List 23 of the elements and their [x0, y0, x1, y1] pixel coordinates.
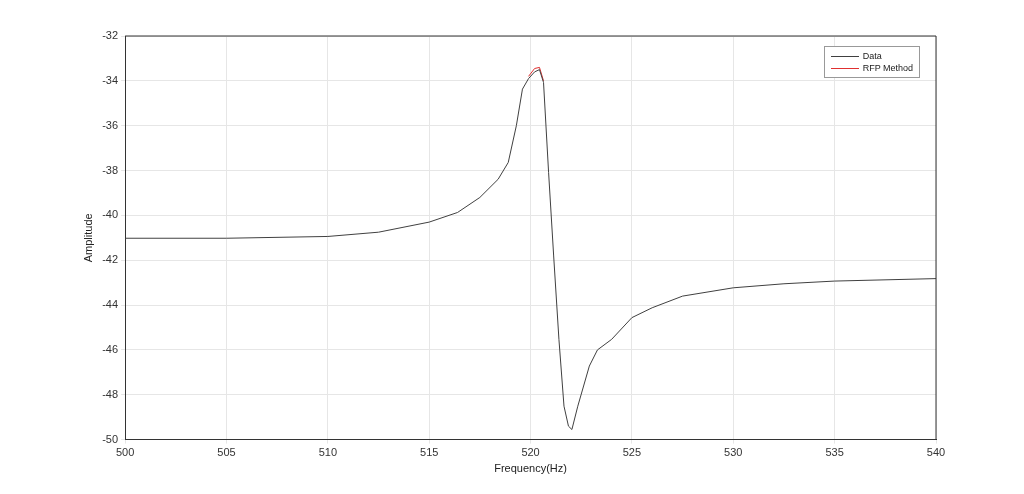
y-tick-label: -50	[102, 432, 119, 445]
y-tick-label: -36	[102, 118, 119, 131]
x-tick-label: 515	[420, 446, 439, 459]
legend-label: RFP Method	[862, 62, 913, 74]
x-tick-label: 500	[115, 446, 135, 459]
x-tick-label: 535	[825, 446, 844, 459]
x-axis-title: Frequency(Hz)	[494, 462, 567, 475]
y-axis-title: Amplitude	[81, 213, 94, 263]
x-tick-label: 520	[521, 446, 540, 459]
y-tick-label: -46	[102, 342, 119, 355]
x-tick-label: 540	[926, 446, 946, 459]
x-tick-label: 525	[622, 446, 642, 459]
legend-label: Data	[862, 50, 882, 62]
y-tick-label: -38	[102, 163, 119, 176]
y-tick-label: -48	[102, 387, 119, 400]
x-tick-label: 505	[217, 446, 236, 459]
y-tick-label: -32	[102, 29, 119, 42]
x-tick-label: 510	[318, 446, 337, 459]
x-tick-label: 530	[724, 446, 743, 459]
y-tick-label: -42	[102, 253, 119, 266]
y-tick-label: -44	[102, 298, 119, 311]
y-tick-label: -40	[102, 208, 119, 221]
y-tick-label: -34	[102, 73, 119, 86]
